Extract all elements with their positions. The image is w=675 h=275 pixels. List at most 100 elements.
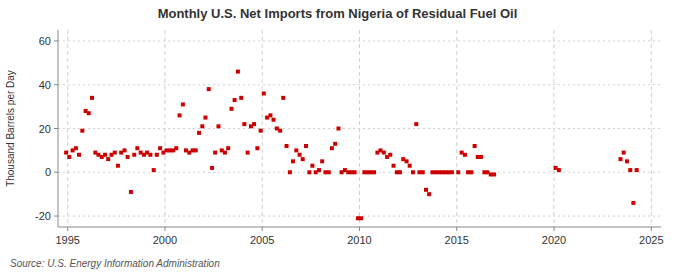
- point: [327, 170, 331, 174]
- point: [320, 159, 324, 163]
- point: [106, 157, 110, 161]
- x-tick: [67, 227, 68, 231]
- y-tick-label: 40: [39, 79, 51, 91]
- point: [216, 124, 220, 128]
- point: [411, 170, 415, 174]
- x-tick: [554, 227, 555, 231]
- point: [414, 122, 418, 126]
- x-tick-label: 1995: [55, 234, 79, 246]
- x-tick: [456, 227, 457, 231]
- y-tick-label: 0: [45, 166, 51, 178]
- point: [408, 164, 412, 168]
- point: [178, 113, 182, 117]
- source-note: Source: U.S. Energy Information Administ…: [10, 258, 220, 269]
- point: [152, 168, 156, 172]
- point: [230, 107, 234, 111]
- point: [622, 151, 626, 155]
- x-grid-line: [456, 30, 457, 227]
- point: [619, 157, 623, 161]
- point: [333, 142, 337, 146]
- point: [421, 170, 425, 174]
- point: [242, 122, 246, 126]
- point: [628, 168, 632, 172]
- point: [103, 153, 107, 157]
- point: [74, 146, 78, 150]
- point: [285, 144, 289, 148]
- point: [288, 170, 292, 174]
- point: [252, 122, 256, 126]
- y-tick-label: 20: [39, 123, 51, 135]
- x-tick: [164, 227, 165, 231]
- x-tick: [651, 227, 652, 231]
- point: [298, 153, 302, 157]
- y-tick-label: 60: [39, 35, 51, 47]
- point: [281, 96, 285, 100]
- point: [372, 170, 376, 174]
- point: [635, 168, 639, 172]
- point: [294, 148, 298, 152]
- point: [353, 170, 357, 174]
- x-grid-line: [651, 30, 652, 227]
- x-tick-label: 2005: [250, 234, 274, 246]
- x-tick-label: 2010: [347, 234, 371, 246]
- point: [262, 91, 266, 95]
- chart: -2002040601995200020052010201520202025Mo…: [0, 0, 675, 275]
- x-grid-line: [359, 30, 360, 227]
- point: [631, 201, 635, 205]
- point: [463, 153, 467, 157]
- point: [304, 144, 308, 148]
- point: [310, 164, 314, 168]
- title: Monthly U.S. Net Imports from Nigeria of…: [158, 6, 518, 21]
- point: [148, 153, 152, 157]
- point: [239, 96, 243, 100]
- point: [450, 170, 454, 174]
- plot-area: [58, 30, 661, 227]
- point: [90, 96, 94, 100]
- point: [473, 144, 477, 148]
- point: [259, 129, 263, 133]
- point: [492, 172, 496, 176]
- x-tick: [262, 227, 263, 231]
- x-tick: [359, 227, 360, 231]
- y-tick: [54, 40, 58, 41]
- point: [427, 192, 431, 196]
- points: [64, 70, 639, 221]
- point: [291, 159, 295, 163]
- point: [398, 170, 402, 174]
- point: [126, 155, 130, 159]
- point: [278, 129, 282, 133]
- point: [392, 164, 396, 168]
- point: [181, 102, 185, 106]
- point: [200, 124, 204, 128]
- point: [336, 127, 340, 131]
- x-grid-line: [554, 30, 555, 227]
- point: [197, 131, 201, 135]
- point: [625, 159, 629, 163]
- point: [557, 168, 561, 172]
- point: [207, 87, 211, 91]
- point: [213, 151, 217, 155]
- point: [223, 151, 227, 155]
- point: [210, 166, 214, 170]
- point: [246, 151, 250, 155]
- point: [113, 151, 117, 155]
- point: [226, 146, 230, 150]
- point: [424, 188, 428, 192]
- point: [174, 146, 178, 150]
- point: [203, 116, 207, 120]
- y-tick: [54, 128, 58, 129]
- x-grid-line: [67, 30, 68, 227]
- point: [233, 98, 237, 102]
- point: [116, 164, 120, 168]
- point: [307, 170, 311, 174]
- point: [359, 216, 363, 220]
- grid: [58, 30, 661, 227]
- point: [77, 153, 81, 157]
- point: [382, 151, 386, 155]
- point: [469, 170, 473, 174]
- axes: -2002040601995200020052010201520202025: [35, 35, 663, 246]
- x-grid-line: [262, 30, 263, 227]
- x-grid-line: [164, 30, 165, 227]
- point: [456, 170, 460, 174]
- point: [301, 157, 305, 161]
